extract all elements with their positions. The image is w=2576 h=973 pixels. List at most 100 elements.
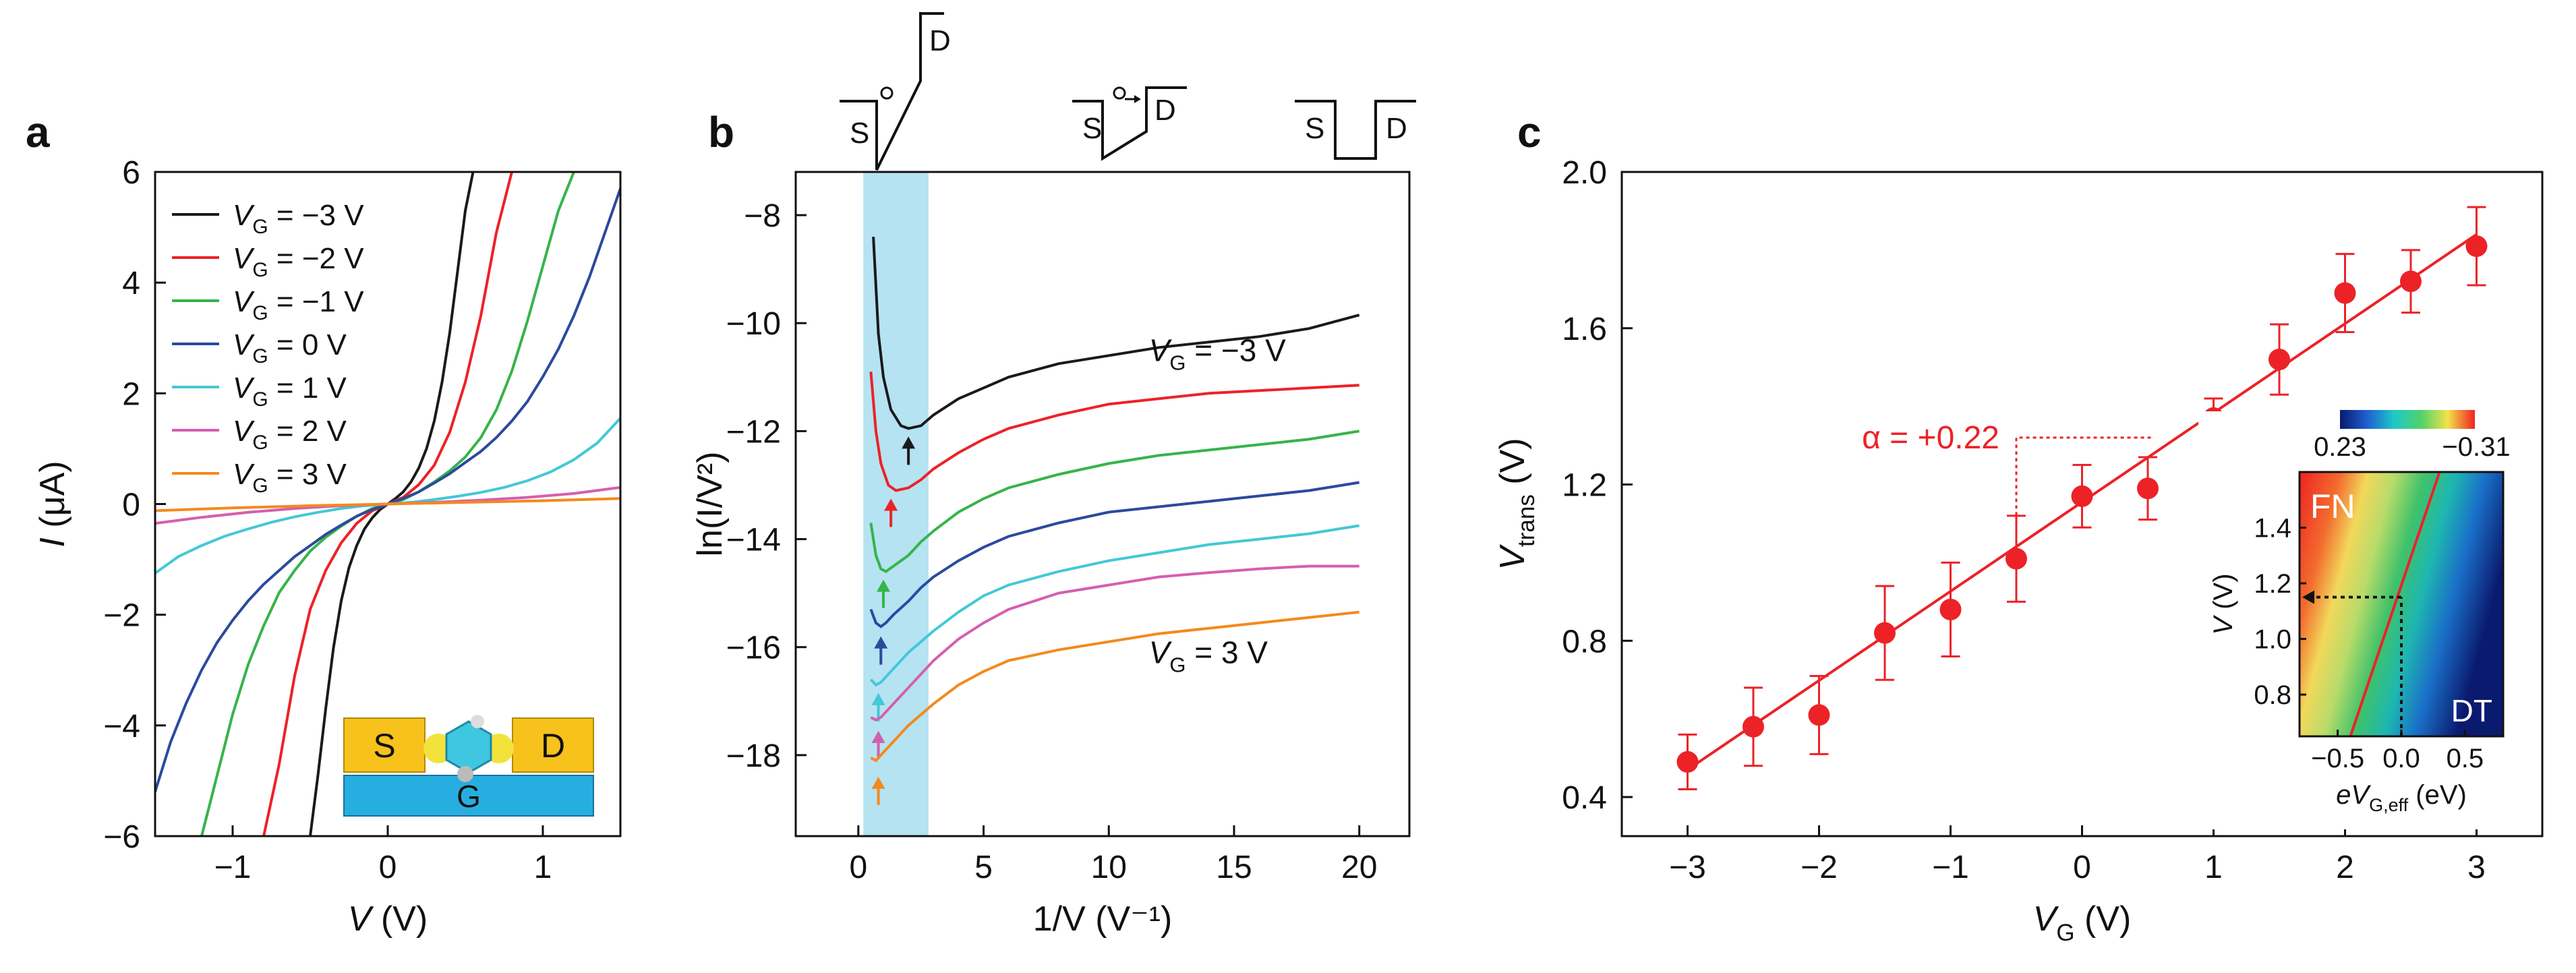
series-line-b-6 — [870, 610, 1359, 763]
plot-b-frame — [794, 171, 1411, 837]
x-tick-label-c: −1 — [1932, 850, 1969, 885]
shaded-region-b — [863, 172, 929, 836]
x-axis-label-c: VG (V) — [2033, 900, 2132, 946]
series-line-b-2 — [869, 430, 1360, 573]
series-line-b-0 — [872, 236, 1360, 430]
alpha-guide-c — [2015, 436, 2155, 563]
x-tick-label-a: −1 — [214, 850, 252, 885]
data-point-c — [2334, 282, 2356, 304]
data-point-c — [1808, 704, 1830, 726]
inset-y-tick-label: 1.4 — [2254, 514, 2291, 543]
curve-annotation-b-1: VG = 3 V — [1149, 635, 1268, 677]
colorbar-label-left: 0.23 — [2314, 432, 2366, 462]
x-tick-label-a: 0 — [379, 850, 397, 885]
minimum-arrow-head-b-2 — [877, 579, 890, 592]
panel-label-b: b — [708, 108, 734, 156]
inset-x-tick-label: −0.5 — [2311, 744, 2364, 773]
x-tick-label-c: −3 — [1669, 850, 1706, 885]
drain-label: D — [541, 727, 565, 765]
legend-label-a-6: VG = 3 V — [233, 458, 347, 497]
band-drain-label-2: D — [1154, 94, 1176, 127]
series-line-b-1 — [869, 372, 1359, 492]
x-tick-label-b: 5 — [974, 850, 993, 885]
y-tick-label-a: 0 — [122, 488, 140, 523]
data-point-c — [2268, 349, 2290, 371]
data-point-c — [1874, 622, 1896, 644]
inset-x-tick-label: 0.5 — [2447, 744, 2484, 773]
x-axis-label-a: V (V) — [348, 900, 428, 939]
series-line-b-3 — [869, 481, 1360, 628]
minimum-arrow-head-b-6 — [871, 776, 885, 789]
data-point-c — [2400, 270, 2422, 293]
electron-1 — [880, 86, 894, 100]
alpha-label-c: α = +0.22 — [1862, 420, 1999, 456]
legend-label-a-0: VG = −3 V — [233, 199, 364, 238]
y-tick-label-b: −8 — [744, 198, 781, 234]
x-tick-label-c: −2 — [1801, 850, 1838, 885]
plot-a-series — [155, 172, 620, 836]
x-tick-label-c: 1 — [2204, 850, 2223, 885]
electron-2 — [1113, 86, 1126, 100]
band-source-label-2: S — [1082, 112, 1102, 145]
series-line-a-6 — [155, 497, 620, 512]
x-axis-label-b: 1/V (V⁻¹) — [1033, 900, 1173, 939]
y-tick-label-a: −2 — [103, 598, 140, 634]
legend-label-a-2: VG = −1 V — [233, 285, 364, 324]
minimum-arrow-head-b-5 — [871, 730, 885, 743]
data-point-c — [1939, 598, 1962, 620]
inset-y-tick-label: 1.0 — [2254, 625, 2291, 655]
y-tick-label-c: 2.0 — [1562, 155, 1607, 191]
inset-x-tick-label: 0.0 — [2382, 744, 2420, 773]
band-profile-2 — [1072, 86, 1187, 161]
legend-label-a-4: VG = 1 V — [233, 372, 347, 411]
minimum-arrow-head-b-3 — [874, 636, 888, 649]
y-axis-label-b: ln(I/V²) — [691, 452, 730, 557]
x-tick-label-a: 1 — [534, 850, 552, 885]
y-tick-label-c: 1.6 — [1562, 312, 1607, 347]
x-tick-label-b: 20 — [1341, 850, 1377, 885]
electron-arrowhead-2 — [1134, 95, 1141, 103]
inset-x-axis-label: eVG,eff (eV) — [2336, 780, 2467, 815]
data-point-c — [2071, 485, 2093, 507]
x-tick-label-b: 10 — [1091, 850, 1127, 885]
data-point-c — [1676, 750, 1699, 773]
region-label-dt: DT — [2451, 693, 2492, 728]
panel-c: α = +0.22 −3 −2 −1 0 1 2 3 0.4 0.8 1.2 1.6 2.0 VG (V)… — [1493, 155, 2544, 946]
molecule-atom — [457, 766, 473, 782]
y-tick-label-c: 0.8 — [1562, 624, 1607, 659]
y-axis-label-a: I (μA) — [33, 461, 72, 547]
series-line-b-4 — [869, 524, 1360, 687]
molecule-atom — [471, 715, 484, 728]
molecule-ring — [445, 720, 492, 774]
source-electrode — [343, 717, 426, 773]
x-tick-label-b: 0 — [850, 850, 868, 885]
gate-label: G — [457, 779, 481, 814]
legend-label-a-5: VG = 2 V — [233, 415, 347, 454]
panel-label-a: a — [26, 108, 50, 156]
device-inset-a: S D G — [343, 715, 594, 817]
data-point-c — [2137, 477, 2159, 500]
minimum-arrow-head-b-1 — [884, 498, 898, 511]
legend-label-a-3: VG = 0 V — [233, 328, 347, 367]
x-tick-label-c: 2 — [2336, 850, 2354, 885]
y-tick-label-a: 4 — [122, 266, 140, 301]
band-drain-label-1: D — [929, 24, 951, 57]
inset-heatmap-c: 0.23 −0.31 FN DT −0.5 0.0 0.5 0.8 1.0 1.2 1.4 eVG,e… — [2198, 410, 2530, 829]
data-point-c — [2465, 235, 2488, 258]
y-tick-label-b: −14 — [726, 523, 781, 558]
y-axis-label-c: Vtrans (V) — [1493, 438, 1540, 570]
region-label-fn: FN — [2310, 488, 2355, 525]
panel-b: 0 5 10 15 20 −8 −10 −12 −14 −16 −18 1/V (V⁻¹) ln(I/V… — [691, 12, 1416, 939]
colorbar — [2340, 410, 2475, 429]
y-tick-label-b: −10 — [726, 306, 781, 342]
y-tick-label-a: −6 — [103, 819, 140, 855]
band-diagrams-b: S D S D S D — [840, 12, 1416, 171]
band-profile-3 — [1295, 100, 1416, 160]
band-drain-label-3: D — [1386, 112, 1407, 145]
panel-label-c: c — [1517, 108, 1542, 156]
y-tick-label-b: −16 — [726, 630, 781, 666]
data-point-c — [1743, 715, 1764, 738]
dotted-arrowhead — [2302, 590, 2314, 604]
band-source-label-1: S — [850, 117, 869, 150]
